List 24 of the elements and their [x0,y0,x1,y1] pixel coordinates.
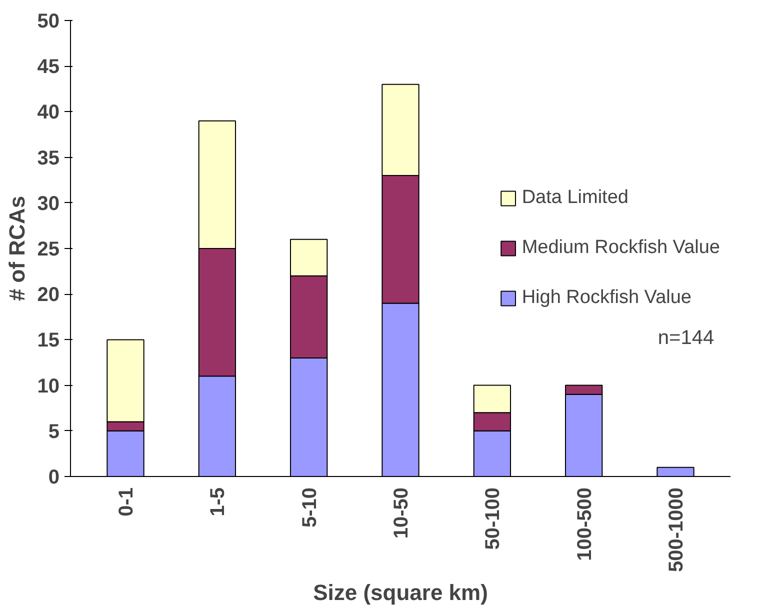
y-axis-title: # of RCAs [4,196,30,302]
y-tick-label: 50 [37,10,60,32]
x-tick-label: 100-500 [574,487,596,561]
x-tick-label: 5-10 [298,488,321,528]
y-tick-label: 35 [37,147,60,170]
y-tick-label: 45 [37,56,60,78]
x-axis-title: Size (square km) [313,580,488,606]
y-tick-label: 40 [37,102,60,124]
y-tick-label: 10 [37,375,60,398]
y-tick-label: 25 [37,238,60,260]
legend-label: Medium Rockfish Value [522,237,720,259]
annotation: n=144 [658,326,714,349]
x-tick-label: 500-1000 [666,487,688,572]
x-tick-label: 1-5 [207,488,230,516]
y-tick-label: 5 [48,420,60,443]
x-tick-label: 10-50 [390,487,412,539]
x-tick-label: 50-100 [482,487,504,550]
y-tick-label: 0 [48,466,60,488]
x-tick-label: 0-1 [116,488,138,516]
y-tick-label: 15 [37,330,60,352]
legend-label: Data Limited [522,187,628,209]
y-tick-label: 30 [37,192,60,215]
y-tick-label: 20 [37,284,60,306]
legend-label: High Rockfish Value [522,287,692,309]
